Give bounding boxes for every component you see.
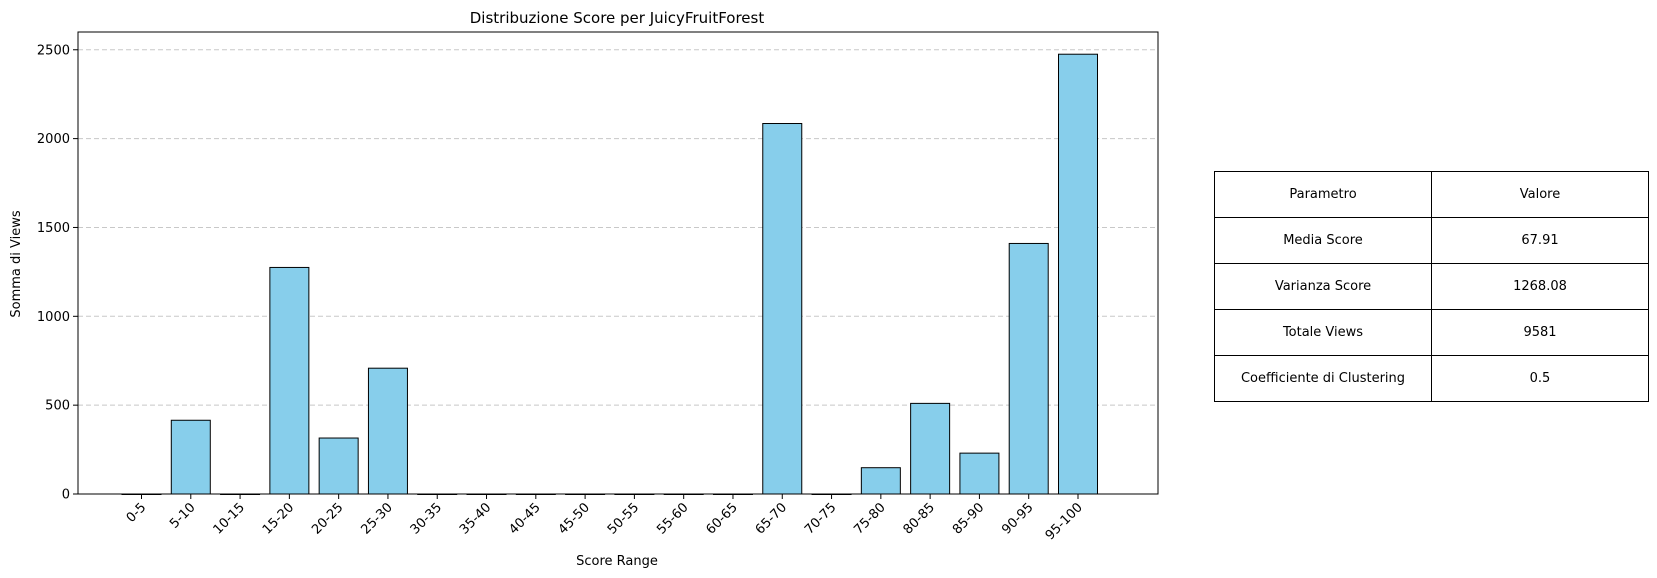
table-row: Varianza Score 1268.08 [1214, 263, 1649, 310]
x-axis-ticks: 0-5 5-10 10-15 15-20 20-25 25-30 30-35 35-40 40-… [124, 494, 1086, 543]
bar-20-25 [318, 437, 359, 495]
x-tick-label: 95-100 [1043, 500, 1086, 543]
x-tick-label: 90-95 [999, 500, 1036, 537]
x-tick-label: 35-40 [457, 500, 494, 537]
x-tick-label: 10-15 [211, 500, 248, 537]
x-tick-label: 80-85 [901, 500, 938, 537]
x-tick-label: 20-25 [309, 500, 346, 537]
x-tick-label: 40-45 [506, 500, 543, 537]
x-tick-label: 65-70 [753, 500, 790, 537]
gridlines [78, 49, 1158, 406]
table-cell: 1268.08 [1431, 263, 1649, 310]
table-row: Totale Views 9581 [1214, 309, 1649, 356]
bar-75-80 [860, 467, 901, 495]
x-tick-label: 15-20 [260, 500, 297, 537]
table-cell: Coefficiente di Clustering [1214, 355, 1432, 402]
x-tick-label: 75-80 [851, 500, 888, 537]
bar-85-90 [959, 452, 1000, 495]
table-row: Media Score 67.91 [1214, 217, 1649, 264]
table-cell: 67.91 [1431, 217, 1649, 264]
x-tick-label: 0-5 [124, 500, 150, 526]
x-tick-label: 25-30 [358, 500, 395, 537]
table-cell: Totale Views [1214, 309, 1432, 356]
x-tick-label: 70-75 [802, 500, 839, 537]
table-cell: 9581 [1431, 309, 1649, 356]
table-header-cell: Valore [1431, 171, 1649, 218]
bar-80-85 [910, 402, 951, 495]
bar-95-100 [1058, 53, 1098, 495]
table-cell: Varianza Score [1214, 263, 1432, 310]
y-axis-ticks: 0 500 1000 1500 2000 2500 [37, 43, 78, 503]
y-tick-label: 0 [62, 488, 70, 503]
table-header-row: Parametro Valore [1214, 171, 1649, 218]
table-cell: Media Score [1214, 217, 1432, 264]
y-tick-label: 1500 [37, 221, 70, 236]
table-header-cell: Parametro [1214, 171, 1432, 218]
plot-frame [77, 31, 1159, 495]
x-tick-label: 60-65 [703, 500, 740, 537]
bar-65-70 [762, 123, 803, 495]
bar-25-30 [367, 367, 408, 495]
x-tick-label: 30-35 [408, 500, 445, 537]
bar-5-10 [170, 419, 211, 495]
bar-90-95 [1008, 242, 1049, 495]
y-tick-label: 2000 [37, 132, 70, 147]
x-tick-label: 55-60 [654, 500, 691, 537]
y-tick-label: 2500 [37, 43, 70, 58]
x-axis-label: Score Range [576, 554, 658, 569]
x-tick-label: 5-10 [167, 500, 198, 531]
y-axis-label: Somma di Views [9, 210, 24, 317]
bars [121, 53, 1098, 495]
x-tick-label: 85-90 [950, 500, 987, 537]
parameters-table: Parametro Valore Media Score 67.91 Varianza … [1214, 171, 1649, 402]
x-tick-label: 45-50 [556, 500, 593, 537]
chart-title: Distribuzione Score per JuicyFruitForest [470, 9, 765, 27]
y-tick-label: 500 [45, 399, 70, 414]
bar-15-20 [269, 266, 310, 495]
table-row: Coefficiente di Clustering 0.5 [1214, 355, 1649, 402]
table-cell: 0.5 [1431, 355, 1649, 402]
bar-chart: 0 500 1000 1500 2000 2500 0-5 5-10 10-15 15-20 20… [9, 9, 1159, 569]
y-tick-label: 1000 [37, 310, 70, 325]
x-tick-label: 50-55 [605, 500, 642, 537]
